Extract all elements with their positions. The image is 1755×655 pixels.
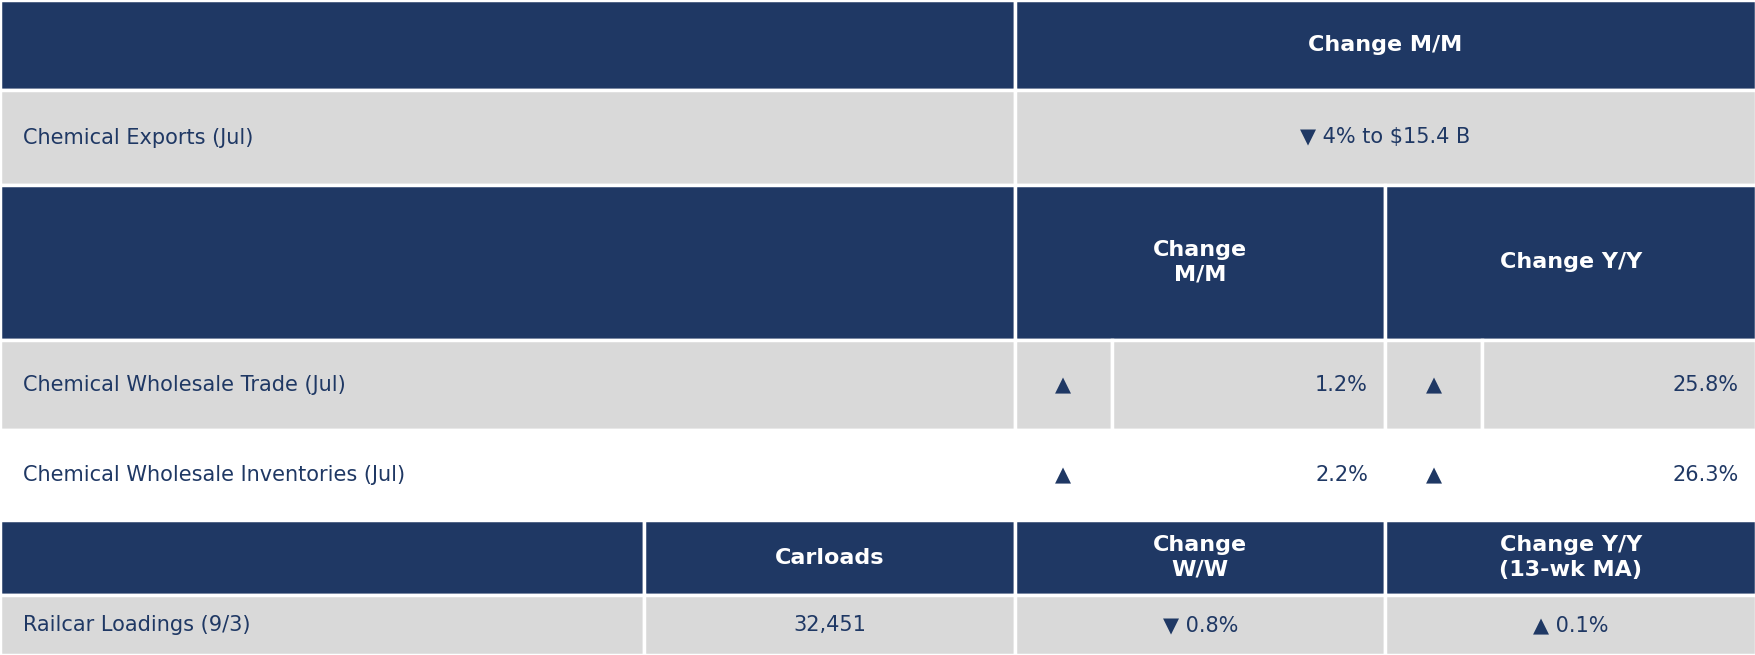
Text: Change M/M: Change M/M — [1307, 35, 1462, 55]
Text: Railcar Loadings (9/3): Railcar Loadings (9/3) — [23, 615, 251, 635]
FancyBboxPatch shape — [1014, 0, 1755, 90]
Text: ▼ 0.8%: ▼ 0.8% — [1162, 615, 1237, 635]
Text: Change Y/Y
(13-wk MA): Change Y/Y (13-wk MA) — [1499, 535, 1641, 580]
Text: ▲: ▲ — [1055, 465, 1071, 485]
FancyBboxPatch shape — [644, 520, 1014, 595]
FancyBboxPatch shape — [1385, 340, 1481, 430]
FancyBboxPatch shape — [1481, 430, 1755, 520]
FancyBboxPatch shape — [644, 595, 1014, 655]
FancyBboxPatch shape — [1111, 430, 1385, 520]
Text: ▲: ▲ — [1425, 375, 1441, 395]
FancyBboxPatch shape — [0, 520, 644, 595]
FancyBboxPatch shape — [0, 430, 1014, 520]
Text: ▲ 0.1%: ▲ 0.1% — [1532, 615, 1608, 635]
FancyBboxPatch shape — [1111, 340, 1385, 430]
Text: ▲: ▲ — [1055, 375, 1071, 395]
FancyBboxPatch shape — [1385, 595, 1755, 655]
Text: Change
M/M: Change M/M — [1153, 240, 1246, 285]
Text: 32,451: 32,451 — [793, 615, 865, 635]
FancyBboxPatch shape — [1385, 520, 1755, 595]
Text: Change Y/Y: Change Y/Y — [1499, 252, 1641, 272]
Text: Carloads: Carloads — [774, 548, 885, 567]
Text: 1.2%: 1.2% — [1314, 375, 1367, 395]
FancyBboxPatch shape — [0, 595, 644, 655]
Text: Chemical Exports (Jul): Chemical Exports (Jul) — [23, 128, 253, 147]
FancyBboxPatch shape — [1014, 520, 1385, 595]
FancyBboxPatch shape — [1014, 90, 1755, 185]
FancyBboxPatch shape — [1481, 340, 1755, 430]
FancyBboxPatch shape — [0, 185, 1014, 340]
FancyBboxPatch shape — [0, 90, 1014, 185]
FancyBboxPatch shape — [0, 340, 1014, 430]
Text: ▼ 4% to $15.4 B: ▼ 4% to $15.4 B — [1300, 128, 1469, 147]
FancyBboxPatch shape — [1014, 185, 1385, 340]
Text: Chemical Wholesale Inventories (Jul): Chemical Wholesale Inventories (Jul) — [23, 465, 405, 485]
FancyBboxPatch shape — [1385, 185, 1755, 340]
Text: Chemical Wholesale Trade (Jul): Chemical Wholesale Trade (Jul) — [23, 375, 346, 395]
Text: 26.3%: 26.3% — [1671, 465, 1737, 485]
FancyBboxPatch shape — [1014, 595, 1385, 655]
FancyBboxPatch shape — [0, 0, 1014, 90]
Text: Change
W/W: Change W/W — [1153, 535, 1246, 580]
FancyBboxPatch shape — [1014, 430, 1111, 520]
Text: 25.8%: 25.8% — [1671, 375, 1737, 395]
FancyBboxPatch shape — [1014, 340, 1111, 430]
FancyBboxPatch shape — [1385, 430, 1481, 520]
Text: 2.2%: 2.2% — [1314, 465, 1367, 485]
Text: ▲: ▲ — [1425, 465, 1441, 485]
